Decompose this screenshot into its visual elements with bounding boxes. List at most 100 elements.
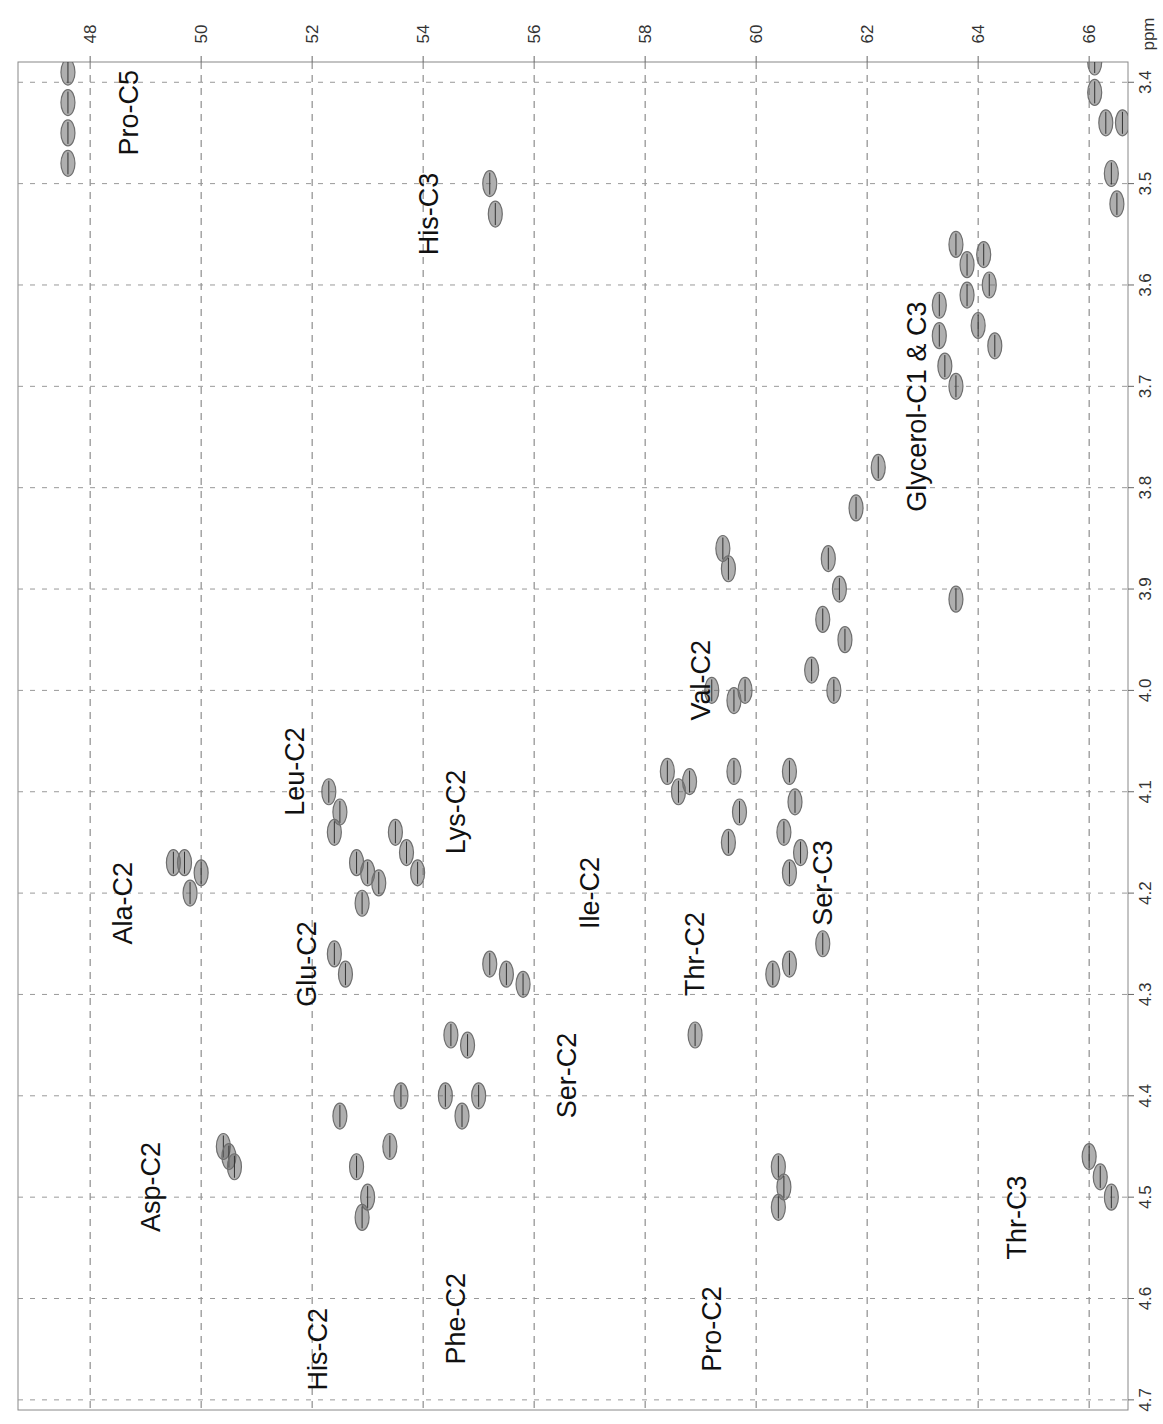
cross-peak-core bbox=[523, 973, 524, 995]
cross-peak-core bbox=[356, 852, 357, 874]
cross-peak-core bbox=[445, 1085, 446, 1107]
grid-line-x bbox=[201, 62, 202, 1410]
cross-peak bbox=[733, 799, 747, 825]
peak-label: Pro-C2 bbox=[697, 1286, 727, 1372]
cross-peak-core bbox=[722, 537, 723, 559]
cross-peak bbox=[61, 62, 75, 85]
tick-y bbox=[1128, 183, 1134, 184]
cross-peak-core bbox=[839, 578, 840, 600]
cross-peak bbox=[483, 951, 497, 977]
cross-peak bbox=[444, 1022, 458, 1048]
grid-line-y bbox=[18, 994, 1128, 995]
peak-label: Val-C2 bbox=[686, 640, 716, 721]
tick-label-y: 3.4 bbox=[1137, 70, 1156, 94]
cross-peak bbox=[932, 323, 946, 349]
cross-peak-core bbox=[67, 122, 68, 144]
cross-peak-core bbox=[67, 62, 68, 83]
grid-line-y bbox=[18, 1399, 1128, 1400]
cross-peak bbox=[949, 586, 963, 612]
tick-label-x: 58 bbox=[636, 25, 655, 44]
peak-label: Lys-C2 bbox=[441, 770, 471, 855]
cross-peak bbox=[438, 1083, 452, 1109]
grid-line-y bbox=[18, 183, 1128, 184]
cross-peak-core bbox=[362, 892, 363, 914]
cross-peak bbox=[183, 880, 197, 906]
cross-peak bbox=[394, 1083, 408, 1109]
cross-peak bbox=[499, 961, 513, 987]
tick-label-x: 48 bbox=[81, 25, 100, 44]
cross-peak-core bbox=[667, 760, 668, 782]
tick-x bbox=[201, 56, 202, 62]
grid-line-y bbox=[18, 791, 1128, 792]
cross-peak-core bbox=[978, 315, 979, 337]
cross-peak-core bbox=[1094, 62, 1095, 73]
cross-peak-core bbox=[334, 943, 335, 965]
tick-x bbox=[1089, 56, 1090, 62]
cross-peak-core bbox=[1100, 1166, 1101, 1188]
tick-label-y: 3.7 bbox=[1137, 375, 1156, 399]
cross-peak bbox=[388, 819, 402, 845]
cross-peak bbox=[766, 961, 780, 987]
cross-peak-core bbox=[1122, 112, 1123, 134]
cross-peak bbox=[683, 769, 697, 795]
tick-y bbox=[1128, 1399, 1134, 1400]
grid-line-y bbox=[18, 1298, 1128, 1299]
cross-peak bbox=[727, 758, 741, 784]
cross-peak-core bbox=[728, 558, 729, 580]
cross-peak bbox=[1110, 191, 1124, 217]
peak-label: Ile-C2 bbox=[575, 857, 605, 929]
cross-peak bbox=[1093, 1164, 1107, 1190]
cross-peak-core bbox=[955, 375, 956, 397]
tick-y bbox=[1128, 284, 1134, 285]
tick-y bbox=[1128, 791, 1134, 792]
cross-peak bbox=[688, 1022, 702, 1048]
cross-peak-core bbox=[733, 760, 734, 782]
chart: 48505254565860626466ppm3.43.53.63.73.83.… bbox=[0, 0, 1163, 1424]
tick-y bbox=[1128, 1298, 1134, 1299]
cross-peak-core bbox=[728, 831, 729, 853]
grid-line-y bbox=[18, 690, 1128, 691]
cross-peak bbox=[782, 860, 796, 886]
tick-x bbox=[90, 56, 91, 62]
tick-label-y: 4.1 bbox=[1137, 780, 1156, 804]
cross-peak-core bbox=[733, 690, 734, 712]
tick-x bbox=[423, 56, 424, 62]
peak-label: Ser-C3 bbox=[808, 840, 838, 926]
peak-label: Glu-C2 bbox=[292, 921, 322, 1007]
grid-line-y bbox=[18, 82, 1128, 83]
cross-peak bbox=[721, 829, 735, 855]
cross-peak-core bbox=[406, 842, 407, 864]
tick-label-x: 52 bbox=[303, 25, 322, 44]
cross-peak bbox=[816, 931, 830, 957]
cross-peak bbox=[721, 556, 735, 582]
cross-peak-core bbox=[1094, 81, 1095, 103]
cross-peak-core bbox=[489, 173, 490, 195]
cross-peak-core bbox=[783, 1176, 784, 1198]
cross-peak bbox=[949, 231, 963, 257]
grid-line-y bbox=[18, 487, 1128, 488]
cross-peak bbox=[1088, 62, 1102, 75]
cross-peak bbox=[838, 627, 852, 653]
cross-peak bbox=[738, 677, 752, 703]
cross-peak-core bbox=[822, 933, 823, 955]
tick-y bbox=[1128, 1197, 1134, 1198]
cross-peak-core bbox=[345, 963, 346, 985]
cross-peak bbox=[461, 1032, 475, 1058]
cross-peak-core bbox=[695, 1024, 696, 1046]
cross-peak bbox=[788, 789, 802, 815]
cross-peak-core bbox=[173, 852, 174, 874]
cross-peak-core bbox=[789, 953, 790, 975]
cross-peak bbox=[982, 272, 996, 298]
cross-peak-core bbox=[833, 679, 834, 701]
cross-peak-core bbox=[811, 659, 812, 681]
tick-y bbox=[1128, 1095, 1134, 1096]
cross-peak bbox=[805, 657, 819, 683]
cross-peak bbox=[949, 373, 963, 399]
cross-peak-core bbox=[955, 233, 956, 255]
tick-label-x: 56 bbox=[525, 25, 544, 44]
peak-label: His-C2 bbox=[303, 1308, 333, 1391]
cross-peak-core bbox=[745, 679, 746, 701]
cross-peak bbox=[61, 90, 75, 116]
cross-peak bbox=[660, 758, 674, 784]
grid-line-x bbox=[90, 62, 91, 1410]
